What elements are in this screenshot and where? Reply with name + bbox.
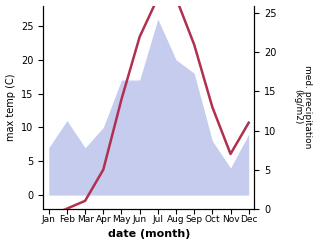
Y-axis label: max temp (C): max temp (C) [5, 73, 16, 141]
Y-axis label: med. precipitation
(kg/m2): med. precipitation (kg/m2) [293, 65, 313, 149]
X-axis label: date (month): date (month) [107, 230, 190, 239]
